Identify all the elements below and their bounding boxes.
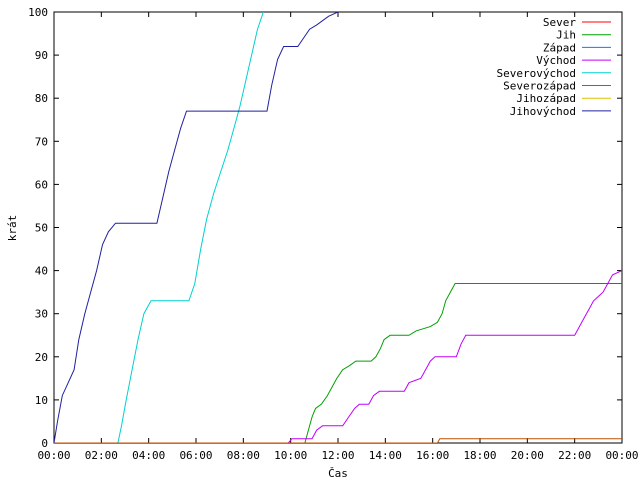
- x-tick-label: 20:00: [511, 449, 544, 462]
- y-tick-label: 90: [35, 49, 48, 62]
- y-tick-label: 50: [35, 222, 48, 235]
- series-line: [54, 12, 264, 443]
- legend-label: Jih: [556, 29, 576, 42]
- x-tick-label: 04:00: [132, 449, 165, 462]
- x-tick-label: 08:00: [227, 449, 260, 462]
- legend: SeverJihZápadVýchodSeverovýchodSeverozáp…: [497, 16, 611, 118]
- legend-label: Východ: [536, 54, 576, 67]
- series-line: [54, 12, 339, 443]
- x-tick-label: 02:00: [85, 449, 118, 462]
- y-tick-label: 30: [35, 308, 48, 321]
- y-tick-label: 70: [35, 135, 48, 148]
- legend-label: Západ: [543, 41, 576, 54]
- x-axis-label: Čas: [328, 467, 348, 480]
- y-tick-label: 0: [41, 437, 48, 450]
- x-axis: 00:00 02:00 04:00 06:00 08:00 10:00 12:00 14:00…: [37, 12, 639, 462]
- y-tick-label: 10: [35, 394, 48, 407]
- legend-label: Severovýchod: [497, 67, 576, 80]
- x-tick-label: 22:00: [558, 449, 591, 462]
- legend-label: Sever: [543, 16, 576, 29]
- x-tick-label: 00:00: [37, 449, 70, 462]
- y-axis-label: krát: [6, 215, 19, 242]
- series-line: [54, 283, 622, 443]
- y-axis: 0 10 20 30 40 50 60 70 80 90 100: [28, 6, 622, 450]
- x-tick-label: 06:00: [179, 449, 212, 462]
- x-tick-label: 00:00: [605, 449, 638, 462]
- y-tick-label: 60: [35, 178, 48, 191]
- y-tick-label: 100: [28, 6, 48, 19]
- x-tick-label: 14:00: [369, 449, 402, 462]
- legend-label: Jihozápad: [516, 92, 576, 105]
- x-tick-label: 12:00: [321, 449, 354, 462]
- legend-label: Severozápad: [503, 80, 576, 93]
- y-tick-label: 20: [35, 351, 48, 364]
- legend-label: Jihovýchod: [510, 105, 576, 118]
- x-tick-label: 10:00: [274, 449, 307, 462]
- series-layer: [54, 12, 622, 443]
- series-line: [54, 270, 622, 443]
- x-tick-label: 18:00: [463, 449, 496, 462]
- series-line: [54, 438, 622, 443]
- y-tick-label: 80: [35, 92, 48, 105]
- y-tick-label: 40: [35, 265, 48, 278]
- x-tick-label: 16:00: [416, 449, 449, 462]
